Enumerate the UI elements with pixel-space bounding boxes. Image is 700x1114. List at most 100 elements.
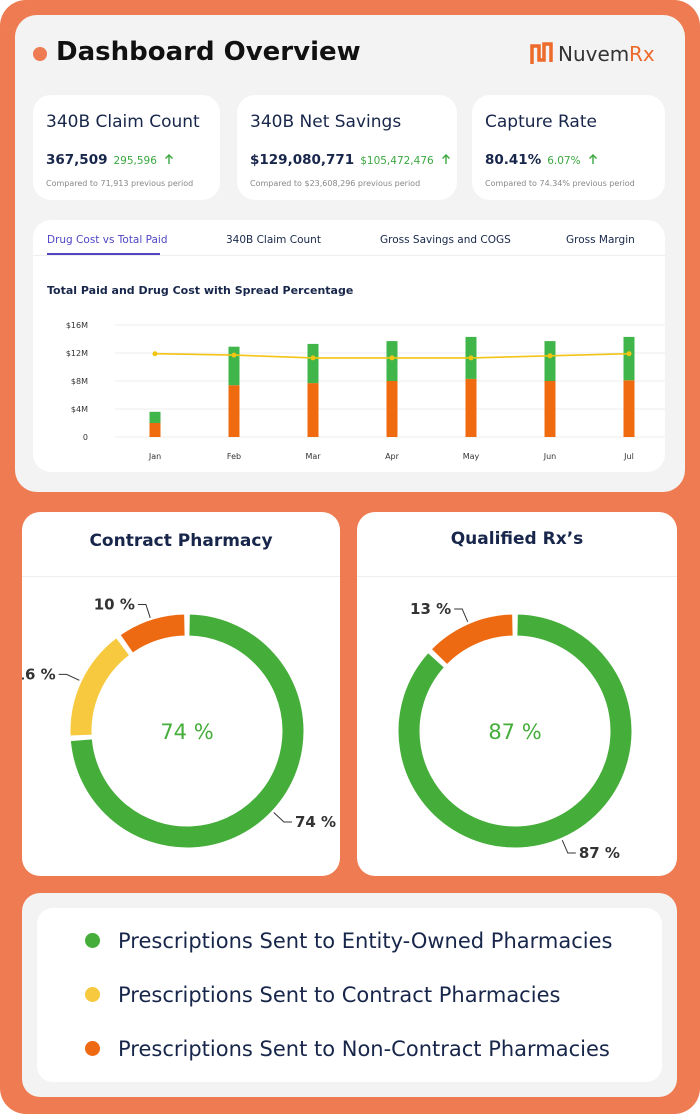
x-tick-label: May [463, 452, 480, 461]
value-label: 74 % [295, 813, 336, 831]
tab-underline [47, 253, 160, 255]
legend-label: Prescriptions Sent to Contract Pharmacie… [118, 983, 561, 1007]
kpi-change: 6.07% [547, 155, 581, 167]
bar-segment [307, 383, 319, 437]
tab[interactable]: Drug Cost vs Total Paid [47, 234, 168, 246]
bar-segment [465, 378, 477, 437]
legend-label: Prescriptions Sent to Non-Contract Pharm… [118, 1037, 610, 1061]
tab[interactable]: 340B Claim Count [226, 234, 321, 246]
donut-segment [430, 613, 514, 666]
kpi-card: 340B Net Savings $129,080,771 $105,472,476… [237, 95, 457, 200]
donut-chart: 87 % 13 % 87 % [397, 600, 633, 862]
bar-segment [228, 346, 240, 386]
up-arrow [164, 154, 173, 164]
chart-card: Total Paid and Drug Cost with Spread Per… [33, 220, 665, 472]
logo-suffix: Rx [629, 42, 655, 66]
kpi-value-row: $129,080,771 $105,472,476 [250, 152, 451, 168]
logo-name: Nuvem [558, 42, 630, 66]
kpi-comparison: Compared to 71,913 previous period [46, 179, 194, 188]
value-label: 16 % [22, 665, 56, 683]
kpi-card: Capture Rate 80.41% 6.07% Compared to 74.34… [472, 95, 665, 200]
bar-segment [544, 341, 556, 381]
x-tick-label: Feb [227, 452, 241, 461]
legend-item: Prescriptions Sent to Non-Contract Pharm… [85, 1036, 628, 1061]
leader-line [273, 812, 292, 823]
kpi-value-row: 367,509 295,596 [46, 152, 174, 168]
legend-item: Prescriptions Sent to Contract Pharmacie… [85, 982, 578, 1007]
x-tick-label: Jul [623, 452, 634, 461]
bar-segment [623, 380, 635, 437]
kpi-title: Capture Rate [485, 112, 597, 132]
kpi-change: 295,596 [113, 155, 157, 167]
donut-segment [69, 637, 131, 737]
donut-segment [69, 613, 305, 849]
divider [357, 576, 677, 577]
logo-icon [530, 42, 553, 64]
kpi-card: 340B Claim Count 367,509 295,596 Compared t… [33, 95, 220, 200]
leader-line [454, 608, 469, 622]
bar-segment [386, 381, 398, 437]
line-point [468, 355, 474, 361]
legend-label: Prescriptions Sent to Entity-Owned Pharm… [118, 929, 613, 953]
y-tick-label: $4M [71, 405, 88, 414]
kpi-value: 367,509 [46, 152, 108, 168]
legend-panel: Prescriptions Sent to Entity-Owned Pharm… [22, 893, 677, 1097]
line-point [231, 352, 237, 358]
chart-title: Total Paid and Drug Cost with Spread Per… [47, 284, 354, 297]
donut-card: Contract Pharmacy 74 % 16 % 10 % 74 % [22, 512, 340, 876]
donut-card: Qualified Rx’s 87 % 13 % 87 % [357, 512, 677, 876]
bar-segment [149, 423, 161, 437]
bar-segment [149, 411, 161, 423]
legend-dot [85, 933, 100, 948]
x-tick-label: Apr [385, 452, 400, 461]
kpi-title: 340B Claim Count [46, 112, 200, 132]
y-tick-label: $8M [71, 377, 88, 386]
y-tick-label: 0 [83, 433, 88, 442]
donut-title: Contract Pharmacy [89, 531, 273, 551]
bar-segment [307, 343, 319, 384]
tab[interactable]: Gross Margin [566, 234, 635, 246]
value-label: 10 % [94, 596, 135, 614]
kpi-comparison: Compared to $23,608,296 previous period [250, 179, 421, 188]
leader-line [58, 673, 80, 681]
arrow-shape [588, 154, 597, 164]
tab[interactable]: Gross Savings and COGS [380, 234, 511, 246]
legend: Prescriptions Sent to Entity-Owned Pharm… [37, 908, 662, 1082]
leader-line [561, 840, 576, 854]
tab-divider [33, 255, 665, 256]
line-point [310, 355, 316, 361]
divider [22, 576, 340, 577]
bar-chart: 0 $4M $8M $12M $16M Jan Feb Mar Apr May Jun Jul [66, 321, 665, 461]
bar-segment [228, 385, 240, 437]
kpi-change: $105,472,476 [360, 155, 434, 167]
x-tick-label: Jun [543, 452, 557, 461]
kpi-title: 340B Net Savings [250, 112, 402, 132]
donut-chart: 74 % 16 % 10 % 74 % [22, 596, 336, 849]
up-arrow [441, 154, 450, 164]
legend-dot [85, 1041, 100, 1056]
y-tick-label: $12M [66, 349, 88, 358]
donut-title: Qualified Rx’s [450, 529, 584, 549]
line-point [389, 355, 395, 361]
line-point [547, 353, 553, 359]
up-arrow [588, 154, 597, 164]
bar-segment [386, 341, 398, 381]
arrow-shape [441, 154, 450, 164]
kpi-value: 80.41% [485, 152, 542, 168]
page-title: Dashboard Overview [56, 37, 361, 67]
bar-segment [544, 381, 556, 437]
center-label: 74 % [160, 720, 213, 744]
bar-segment [623, 336, 635, 381]
leader-line [137, 604, 151, 618]
arrow-shape [164, 154, 173, 164]
value-label: 13 % [410, 600, 451, 618]
kpi-value-row: 80.41% 6.07% [485, 152, 598, 168]
y-tick-label: $16M [66, 321, 88, 330]
legend-dot [85, 987, 100, 1002]
kpi-value: $129,080,771 [250, 152, 355, 168]
center-label: 87 % [488, 720, 541, 744]
x-tick-label: Mar [305, 452, 321, 461]
value-label: 87 % [579, 844, 620, 862]
line-point [626, 351, 632, 357]
